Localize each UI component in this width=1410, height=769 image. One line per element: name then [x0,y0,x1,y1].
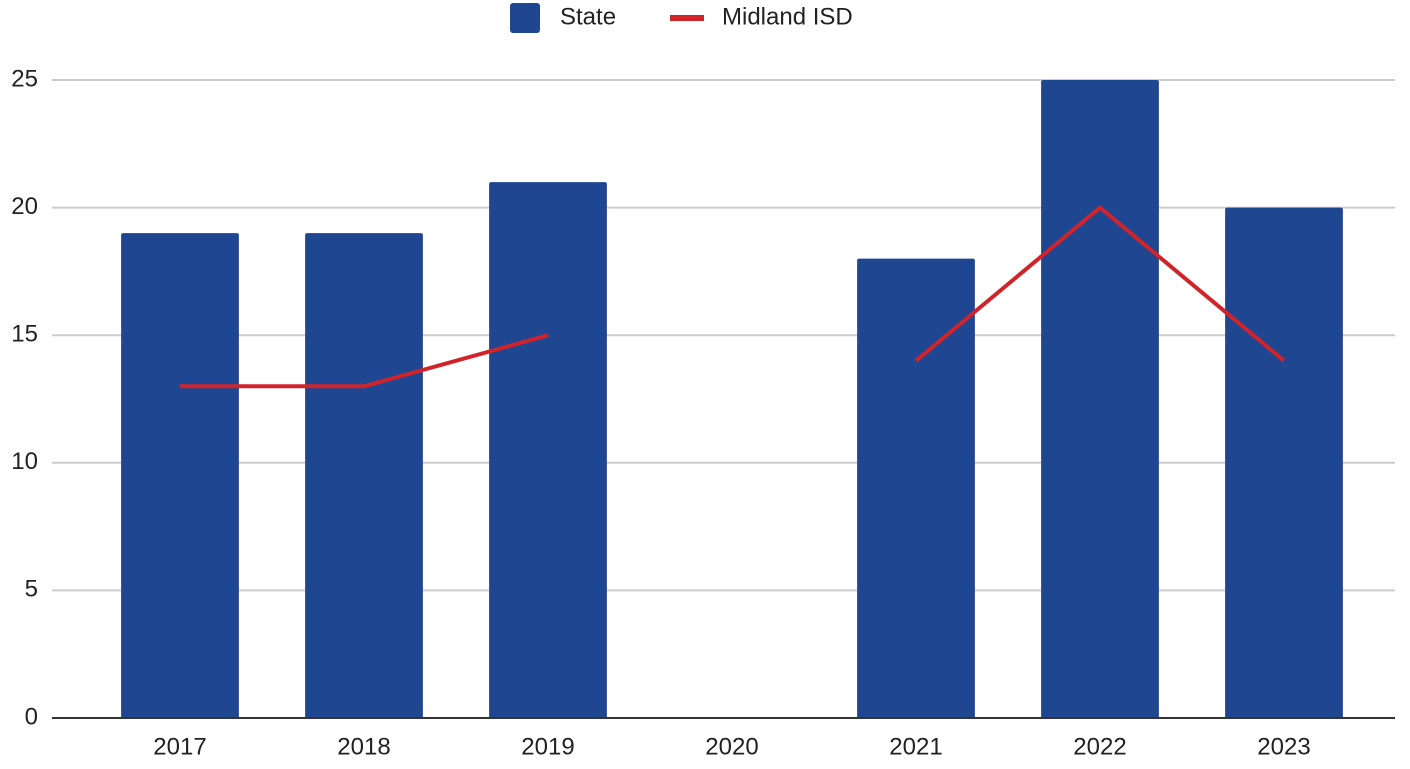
x-tick-label: 2017 [153,733,206,760]
bar [121,233,239,718]
x-tick-label: 2019 [521,733,574,760]
y-tick-label: 15 [11,321,38,348]
y-tick-label: 25 [11,65,38,92]
line [180,204,1286,389]
y-tick-label: 20 [11,193,38,220]
bar [489,182,607,718]
x-tick-label: 2020 [705,733,758,760]
bar [1225,207,1343,718]
y-tick-label: 10 [11,448,38,475]
bar [305,233,423,718]
legend-label: Midland ISD [722,3,853,30]
x-tick-label: 2022 [1073,733,1126,760]
x-tick-label: 2018 [337,733,390,760]
x-tick-label: 2023 [1257,733,1310,760]
bar [857,258,975,718]
legend-label: State [560,3,616,30]
bar [1041,80,1159,718]
y-tick-label: 5 [25,576,38,603]
x-tick-label: 2021 [889,733,942,760]
legend-swatch [510,3,540,33]
y-tick-label: 0 [25,703,38,730]
